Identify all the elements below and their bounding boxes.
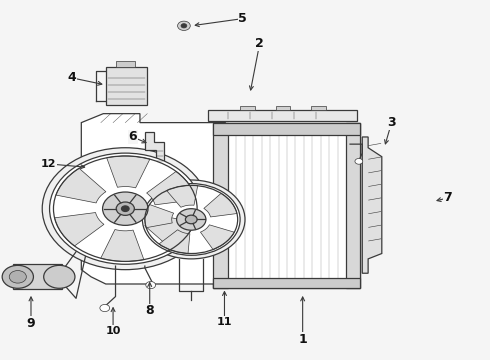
Circle shape bbox=[42, 148, 208, 270]
Text: 6: 6 bbox=[128, 130, 137, 144]
Bar bbox=[13, 264, 62, 289]
Circle shape bbox=[100, 305, 110, 312]
Wedge shape bbox=[145, 204, 173, 228]
Circle shape bbox=[122, 206, 129, 211]
Bar bbox=[213, 123, 360, 288]
Circle shape bbox=[181, 24, 187, 28]
Wedge shape bbox=[54, 212, 104, 246]
Text: 4: 4 bbox=[67, 71, 76, 84]
Wedge shape bbox=[167, 185, 197, 207]
Circle shape bbox=[177, 21, 190, 31]
Wedge shape bbox=[200, 225, 234, 249]
Circle shape bbox=[9, 271, 26, 283]
Wedge shape bbox=[145, 215, 195, 249]
Wedge shape bbox=[101, 229, 144, 261]
Polygon shape bbox=[81, 114, 225, 284]
Text: 11: 11 bbox=[217, 317, 232, 327]
Text: 1: 1 bbox=[298, 333, 307, 346]
Wedge shape bbox=[56, 168, 106, 203]
Bar bbox=[106, 67, 147, 105]
Bar bbox=[311, 106, 326, 110]
Wedge shape bbox=[147, 171, 196, 205]
Bar bbox=[213, 123, 228, 288]
Text: 12: 12 bbox=[41, 159, 56, 169]
Wedge shape bbox=[107, 156, 150, 188]
Text: 2: 2 bbox=[255, 37, 264, 50]
Bar bbox=[116, 60, 135, 67]
Circle shape bbox=[49, 153, 201, 264]
Text: 10: 10 bbox=[105, 325, 121, 336]
Polygon shape bbox=[362, 137, 382, 273]
Circle shape bbox=[2, 265, 33, 288]
Circle shape bbox=[355, 158, 363, 164]
Bar bbox=[208, 110, 357, 121]
Circle shape bbox=[138, 180, 245, 259]
Wedge shape bbox=[204, 193, 237, 217]
Bar bbox=[275, 106, 290, 110]
Wedge shape bbox=[159, 230, 190, 253]
Bar bbox=[240, 106, 255, 110]
Circle shape bbox=[143, 184, 240, 255]
Bar bbox=[213, 123, 360, 135]
Circle shape bbox=[44, 265, 75, 288]
Bar bbox=[346, 123, 360, 288]
Polygon shape bbox=[145, 132, 164, 164]
Circle shape bbox=[176, 209, 206, 230]
Text: 7: 7 bbox=[443, 192, 452, 204]
Circle shape bbox=[116, 202, 134, 215]
Circle shape bbox=[146, 282, 156, 289]
Circle shape bbox=[102, 192, 148, 225]
Text: 5: 5 bbox=[238, 12, 247, 25]
Text: 9: 9 bbox=[26, 317, 35, 330]
Text: 8: 8 bbox=[146, 305, 154, 318]
Circle shape bbox=[185, 215, 197, 224]
Text: 3: 3 bbox=[387, 116, 396, 129]
Bar bbox=[213, 278, 360, 288]
